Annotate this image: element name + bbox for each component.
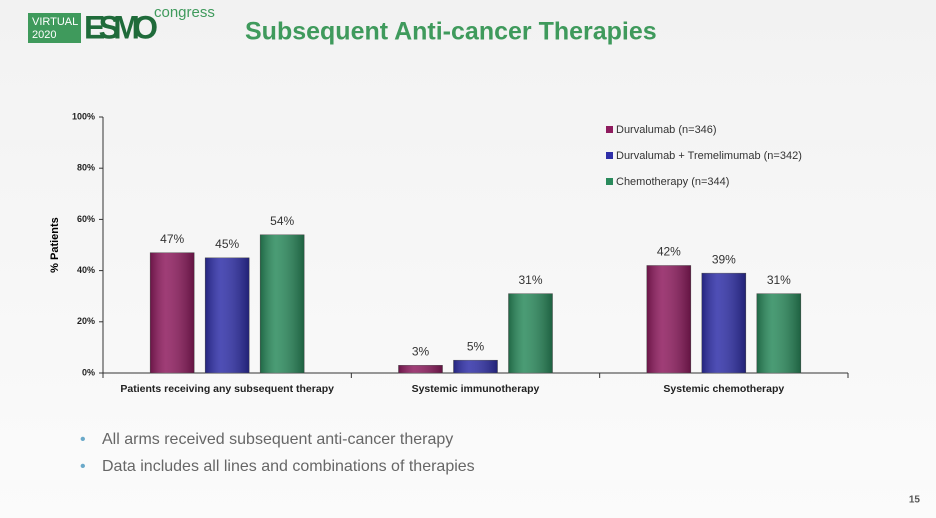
page-number: 15 — [909, 495, 921, 506]
bullet-marker: • — [80, 458, 86, 475]
y-axis-label: % Patients — [49, 217, 61, 273]
value-label: 31% — [767, 273, 791, 287]
x-tick-label: Systemic immunotherapy — [412, 383, 540, 395]
value-label: 42% — [657, 245, 681, 259]
x-tick-label: Patients receiving any subsequent therap… — [120, 383, 334, 395]
value-label: 39% — [712, 252, 736, 266]
y-tick-label: 40% — [77, 265, 95, 275]
legend-label: Chemotherapy (n=344) — [616, 176, 729, 188]
y-tick-label: 20% — [77, 316, 95, 326]
bullet: Data includes all lines and combinations… — [102, 458, 475, 475]
bar — [508, 293, 553, 374]
bar — [398, 365, 443, 374]
value-label: 31% — [518, 273, 542, 287]
y-tick-label: 60% — [77, 214, 95, 224]
logo-year: 2020 — [32, 29, 56, 41]
bar — [259, 234, 305, 374]
legend-label: Durvalumab (n=346) — [616, 124, 717, 136]
legend-label: Durvalumab + Tremelimumab (n=342) — [616, 150, 802, 162]
y-tick-label: 0% — [82, 367, 95, 377]
y-tick-label: 80% — [77, 163, 95, 173]
bar — [204, 257, 250, 374]
logo-congress: congress — [154, 4, 215, 21]
y-tick-label: 100% — [72, 111, 95, 121]
bar — [453, 359, 498, 374]
value-label: 5% — [467, 339, 485, 353]
value-label: 54% — [270, 214, 294, 228]
value-label: 47% — [160, 232, 184, 246]
bar — [646, 265, 692, 374]
bar — [756, 293, 802, 374]
logo-esmo: ESMO — [84, 9, 158, 45]
legend-swatch — [606, 126, 613, 133]
legend-swatch — [606, 178, 613, 185]
bar — [701, 272, 747, 374]
value-label: 3% — [412, 344, 430, 358]
bullet: All arms received subsequent anti-cancer… — [102, 431, 453, 448]
slide-title: Subsequent Anti-cancer Therapies — [245, 18, 657, 46]
logo-virtual: VIRTUAL — [32, 16, 78, 28]
bar — [149, 252, 195, 374]
x-tick-label: Systemic chemotherapy — [663, 383, 784, 395]
logo-box — [28, 13, 81, 43]
value-label: 45% — [215, 237, 239, 251]
bullet-marker: • — [80, 431, 86, 448]
legend-swatch — [606, 152, 613, 159]
